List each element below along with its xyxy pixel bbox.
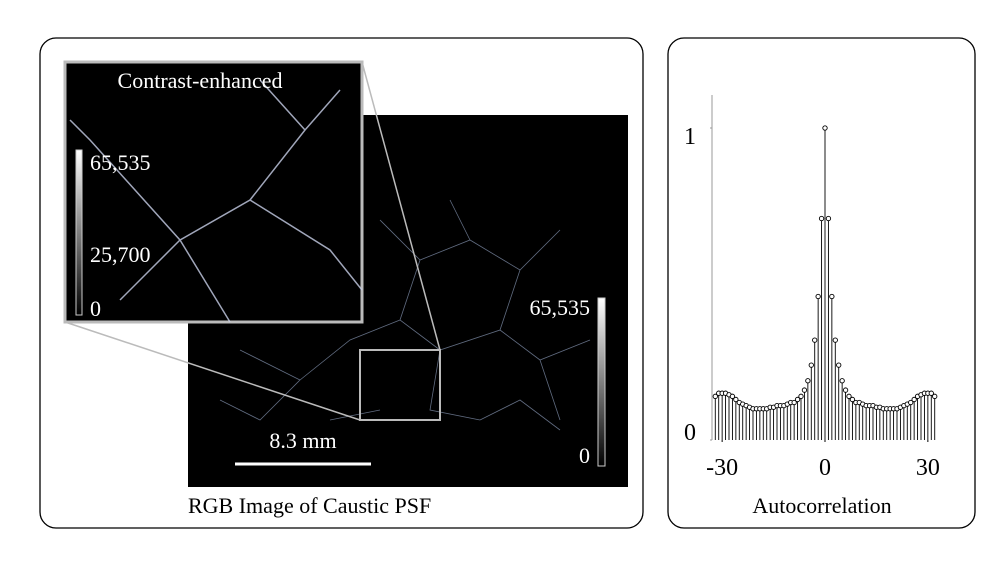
- stem-marker: [815, 293, 821, 300]
- y-tick-label: 1: [684, 124, 696, 150]
- caption: RGB Image of Caustic PSF: [188, 493, 431, 518]
- inset-colorbar-label: 65,535: [90, 150, 151, 175]
- stem-marker: [846, 393, 852, 399]
- stem-marker: [849, 396, 856, 403]
- stem-marker: [825, 215, 832, 222]
- stem-marker: [798, 393, 804, 399]
- stem-marker: [818, 215, 825, 222]
- inset-caustics: [69, 79, 363, 323]
- stem-marker: [842, 387, 849, 393]
- colorbar: [597, 297, 606, 467]
- colorbar-label: 0: [579, 443, 590, 468]
- x-tick-label: -30: [706, 455, 738, 481]
- x-axis-label: Autocorrelation: [752, 493, 891, 518]
- inset-colorbar-label: 0: [90, 296, 101, 321]
- stem-marker: [836, 362, 842, 368]
- stem-marker: [712, 393, 718, 399]
- y-tick-label: 0: [684, 420, 696, 446]
- x-tick-label: 0: [819, 455, 831, 481]
- colorbar-label: 65,535: [530, 295, 591, 320]
- stem-marker: [829, 293, 835, 300]
- stem-marker: [908, 399, 914, 406]
- inset-image: [63, 60, 364, 324]
- zoom-box: [359, 349, 441, 421]
- stem-marker: [911, 396, 917, 403]
- scale-bar-label: 8.3 mm: [269, 428, 336, 453]
- stem-marker: [832, 337, 838, 343]
- stem-marker: [822, 125, 828, 131]
- stem-marker: [932, 393, 938, 399]
- zoom-line: [361, 61, 441, 351]
- stem-marker: [729, 393, 736, 399]
- zoom-line: [64, 321, 361, 421]
- stem-marker: [839, 378, 845, 384]
- stem-marker: [928, 390, 934, 396]
- stem-marker: [812, 337, 818, 343]
- x-tick-label: 30: [916, 455, 940, 481]
- inset-colorbar-label: 25,700: [90, 242, 151, 267]
- stem-marker: [808, 362, 814, 368]
- stem-marker: [805, 378, 811, 384]
- inset-title: Contrast-enhanced: [118, 68, 283, 93]
- inset-colorbar: [75, 149, 83, 316]
- stem-marker: [791, 399, 797, 406]
- stem-marker: [794, 396, 801, 403]
- stem-marker: [733, 396, 739, 403]
- stem-marker: [801, 387, 808, 393]
